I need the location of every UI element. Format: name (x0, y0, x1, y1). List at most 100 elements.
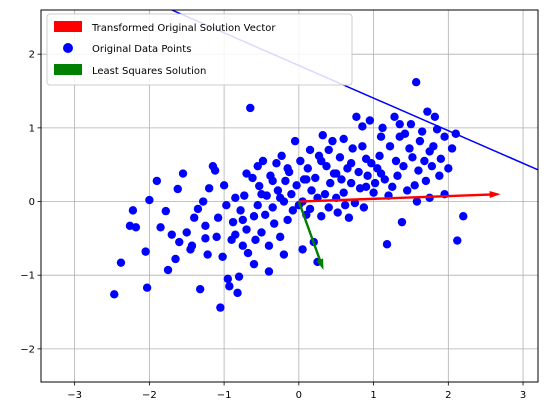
data-point (337, 175, 346, 184)
legend-label-transformed-vector: Transformed Original Solution Vector (91, 23, 276, 34)
data-point (269, 219, 279, 228)
data-point (318, 131, 327, 140)
legend-label-least-squares: Least Squares Solution (92, 66, 206, 77)
data-point (236, 206, 245, 215)
data-point (363, 171, 372, 180)
data-point (367, 159, 376, 168)
y-tick-label: −2 (20, 344, 35, 355)
data-point (375, 151, 384, 161)
data-point (142, 283, 152, 292)
data-point (167, 230, 176, 239)
data-point (430, 112, 440, 122)
data-point (275, 232, 285, 242)
y-tick-label: 0 (29, 197, 35, 208)
data-point (423, 107, 432, 116)
data-point (190, 213, 199, 222)
data-point (305, 204, 315, 214)
legend-box (46, 13, 353, 86)
data-point (264, 267, 274, 276)
data-point (326, 178, 335, 188)
data-point (378, 123, 387, 133)
data-point (201, 221, 210, 231)
data-point (459, 212, 468, 221)
data-point (417, 127, 427, 136)
data-point (421, 176, 431, 186)
data-point (283, 215, 292, 225)
data-point (408, 153, 417, 162)
data-point (322, 161, 331, 171)
data-point (320, 189, 330, 199)
data-point (186, 245, 195, 254)
data-point (350, 198, 360, 208)
data-point (406, 119, 416, 129)
legend-label-data-points: Original Data Points (92, 44, 191, 55)
data-point (231, 193, 240, 203)
data-point (145, 195, 154, 205)
data-point (240, 191, 249, 200)
data-point (332, 169, 341, 178)
data-point (182, 228, 191, 237)
data-point (352, 112, 361, 122)
data-point (223, 274, 233, 284)
y-tick-label: 1 (29, 123, 35, 134)
data-point (253, 201, 262, 210)
data-point (403, 186, 412, 195)
data-point (346, 178, 356, 188)
data-point (204, 184, 214, 193)
data-point (218, 252, 227, 261)
data-point (275, 193, 285, 203)
data-point (277, 151, 286, 161)
data-point (348, 144, 357, 153)
data-point (435, 171, 444, 180)
data-point (414, 166, 423, 175)
data-point (173, 184, 182, 194)
data-point (163, 265, 173, 275)
legend: Transformed Original Solution Vector Ori… (46, 13, 353, 86)
data-point (178, 169, 188, 178)
data-point (216, 303, 225, 312)
data-point (175, 237, 184, 247)
data-point (288, 206, 298, 215)
data-point (344, 213, 354, 222)
x-tick-label: −3 (67, 390, 82, 401)
data-point (212, 232, 221, 242)
data-point (268, 176, 277, 186)
data-point (420, 156, 429, 166)
data-point (248, 173, 257, 183)
data-point (397, 217, 407, 227)
legend-patch-transformed-vector (54, 21, 82, 32)
data-point (261, 210, 270, 219)
y-tick-label: −1 (20, 271, 35, 282)
data-point (228, 217, 238, 227)
transformed-solution-vector-arrow (298, 191, 501, 203)
data-point (333, 208, 342, 217)
data-point (201, 234, 210, 243)
data-point (385, 142, 395, 151)
data-point (451, 129, 460, 138)
data-point (225, 282, 234, 291)
data-point (388, 182, 397, 191)
data-point (361, 182, 371, 191)
data-point (238, 215, 247, 225)
data-point (257, 189, 266, 199)
data-point (193, 204, 203, 214)
data-point (203, 250, 212, 259)
data-point (257, 228, 266, 237)
data-point (249, 212, 259, 221)
data-point (447, 144, 457, 153)
data-point (376, 132, 386, 141)
data-point (210, 166, 220, 175)
data-point (307, 186, 316, 195)
data-point (391, 156, 401, 166)
data-point (382, 240, 392, 249)
data-point (400, 129, 410, 138)
legend-patch-least-squares (54, 64, 82, 75)
data-point (116, 258, 126, 267)
x-tick-label: 3 (520, 390, 526, 401)
data-point (311, 173, 320, 183)
data-point (290, 136, 300, 146)
data-point (365, 116, 375, 125)
data-point (376, 169, 386, 178)
data-point (222, 201, 231, 210)
